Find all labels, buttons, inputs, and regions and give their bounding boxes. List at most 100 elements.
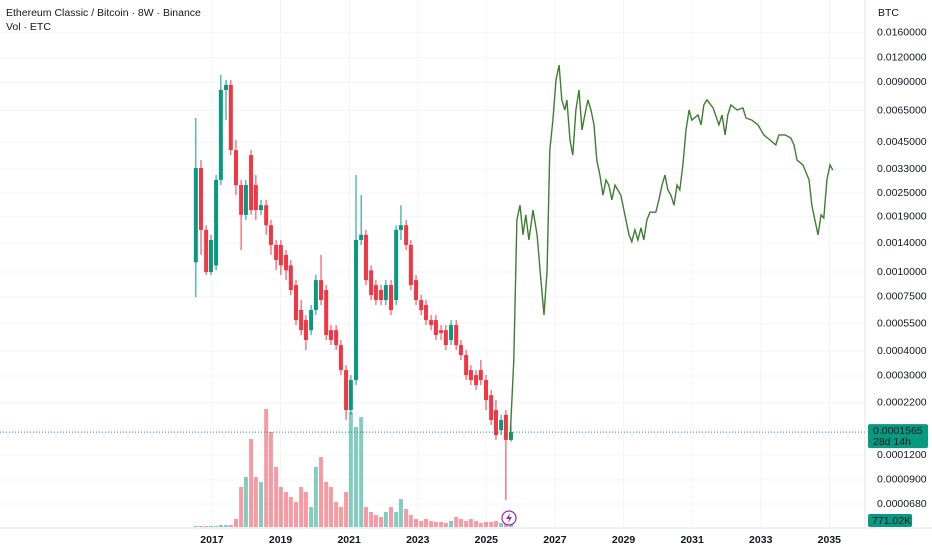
candle-body [284,254,289,271]
volume-bar [264,409,269,527]
y-tick-label: 0.0004000 [877,345,927,357]
y-tick-label: 0.0003000 [877,370,927,382]
volume-bar [449,521,454,527]
y-tick-label: 0.0019000 [877,210,927,222]
event-icon[interactable] [501,510,517,526]
projection-line [509,64,834,440]
candle-body [253,185,258,211]
volume-bar [249,439,254,527]
candle-body [509,432,514,440]
candle-body [429,320,434,326]
y-tick-label: 0.0000900 [877,474,927,486]
candle-body [439,330,444,334]
volume-bar [454,517,459,527]
volume-bar [218,525,223,527]
candle-body [198,167,203,230]
y-tick-label: 0.0120000 [877,51,927,63]
candle-body [503,414,508,440]
y-tick-label: 0.0025000 [877,187,927,199]
volume-bar [359,417,364,527]
volume-bar [499,523,504,527]
volume-bar [489,522,494,527]
volume-bar [239,487,244,527]
y-tick-label: 0.0000680 [877,498,927,510]
candle-body [243,185,248,215]
x-tick-label: 2035 [818,534,842,546]
candle-body [309,310,314,331]
volume-bar [303,492,308,527]
volume-bar [439,522,444,527]
x-tick-label: 2031 [680,534,704,546]
volume-bar [259,482,264,527]
volume-bar [243,477,248,527]
grid [0,0,865,528]
candle-body [464,355,469,376]
volume-bar [423,519,428,527]
volume-bar [204,526,209,527]
volume-bar [398,499,403,527]
volume-bar [309,507,314,527]
candle-body [449,325,454,340]
candle-body [268,225,273,245]
plot [0,64,865,501]
volume-pane [193,409,514,527]
volume-bar [468,519,473,527]
volume-bar [233,519,238,527]
candle-body [433,320,438,336]
candle-body [224,84,229,90]
x-tick-label: 2033 [749,534,773,546]
candle-body [338,345,343,371]
candle-body [274,244,279,260]
candle-body [379,290,384,301]
volume-bar [458,519,463,527]
candle-body [373,285,378,301]
volume-bar [484,522,489,527]
candle-body [478,370,483,381]
candle-body [484,380,489,401]
volume-bar [404,509,409,527]
candle-body [344,370,349,411]
candle-body [419,300,424,311]
volume-tag [868,514,912,527]
x-tick-label: 2021 [337,534,361,546]
candle-body [193,167,198,263]
candle-body [348,380,353,411]
y-tick-label: 0.0010000 [877,266,927,278]
candle-body [414,280,419,301]
volume-bar [414,519,419,527]
y-tick-label: 0.0065000 [877,104,927,116]
candle-body [423,305,428,321]
y-tick-label: 0.0160000 [877,27,927,39]
volume-tag-label: 771.02K [872,515,911,527]
candle-body [303,320,308,340]
axes: 0.0160000 0.0120000 0.0090000 0.0065000 0.00… [200,27,928,546]
event-bolt [506,513,512,523]
candle-body [264,205,269,226]
candle-body [489,395,494,421]
volume-bar [208,526,213,527]
x-tick-label: 2019 [269,534,293,546]
volume-bar [193,526,198,527]
volume-bar [433,522,438,527]
candle-body [499,420,504,431]
price-tag [868,424,928,449]
candle-body [259,205,264,211]
y-tick-label: 0.0001200 [877,449,927,461]
volume-bar [214,526,219,527]
volume-bar [253,477,258,527]
y-tick-label: 0.0045000 [877,136,927,148]
volume-bar [478,523,483,527]
candle-body [228,84,233,151]
y-tick-label: 0.0033000 [877,163,927,175]
candle-body [239,185,244,215]
volume-bar [408,515,413,527]
volume-bar [274,467,279,527]
volume-bar [278,487,283,527]
price-tag-countdown: 28d 14h [873,436,911,448]
volume-bar [419,521,424,527]
volume-bar [328,487,333,527]
volume-bar [493,521,498,527]
y-tick-label: 0.0014000 [877,237,927,249]
candle-body [354,239,359,381]
